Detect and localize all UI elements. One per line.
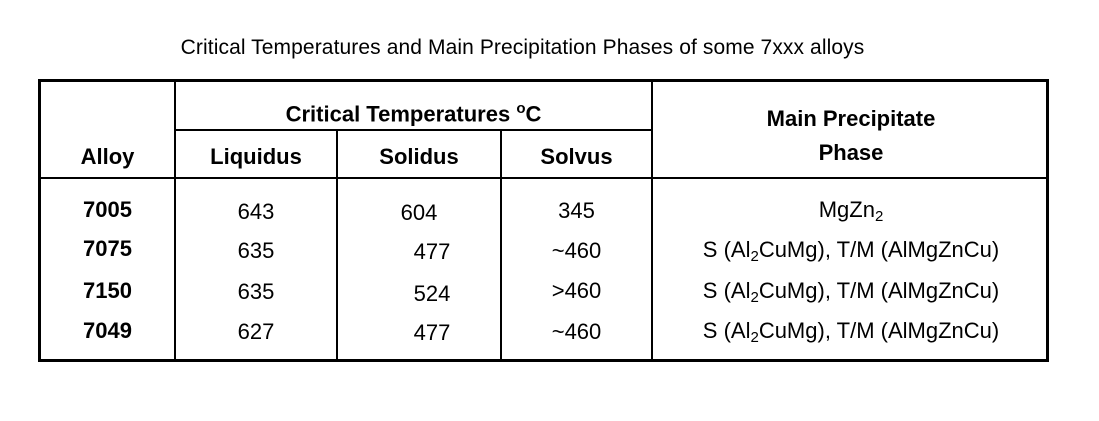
column-divider: [336, 130, 338, 359]
header-critical-temperatures: Critical Temperatures oC: [285, 100, 542, 127]
header-solidus: Solidus: [379, 144, 459, 169]
header-alloy: Alloy: [80, 144, 135, 169]
header-divider: [41, 177, 1046, 179]
column-divider: [500, 130, 502, 359]
alloy-7005: 7005: [83, 197, 132, 222]
header-solvus: Solvus: [540, 144, 613, 169]
liquidus-value: 627: [237, 319, 275, 344]
solvus-value: 345: [558, 198, 595, 223]
solvus-value: ~460: [551, 319, 602, 344]
header-main-precipitate-phase: Main Precipitate Phase: [766, 106, 936, 165]
column-divider: [174, 82, 176, 359]
alloy-table: Critical Temperatures oC Alloy Liquidus …: [38, 79, 1049, 362]
phase-value: S (Al2CuMg), T/M (AlMgZnCu): [702, 278, 1000, 306]
unit-label: C: [525, 101, 542, 127]
solvus-value: >460: [551, 278, 602, 303]
solidus-value: 477: [413, 239, 451, 264]
header-liquidus: Liquidus: [210, 144, 302, 169]
alloy-7075: 7075: [83, 236, 132, 261]
phase-value: S (Al2CuMg), T/M (AlMgZnCu): [702, 237, 1000, 265]
table-title: Critical Temperatures and Main Precipita…: [180, 36, 865, 59]
alloy-7049: 7049: [83, 318, 132, 343]
degree-sign: o: [516, 100, 526, 117]
column-divider: [651, 82, 653, 359]
alloy-7150: 7150: [83, 278, 132, 303]
solvus-value: ~460: [551, 238, 602, 263]
solidus-value: 477: [413, 320, 451, 345]
subheader-divider: [174, 129, 653, 131]
phase-value: MgZn2: [818, 197, 884, 225]
liquidus-value: 635: [237, 238, 275, 263]
solidus-value: 524: [413, 281, 451, 306]
liquidus-value: 643: [237, 199, 275, 224]
liquidus-value: 635: [237, 279, 275, 304]
solidus-value: 604: [400, 200, 438, 225]
phase-value: S (Al2CuMg), T/M (AlMgZnCu): [702, 318, 1000, 346]
